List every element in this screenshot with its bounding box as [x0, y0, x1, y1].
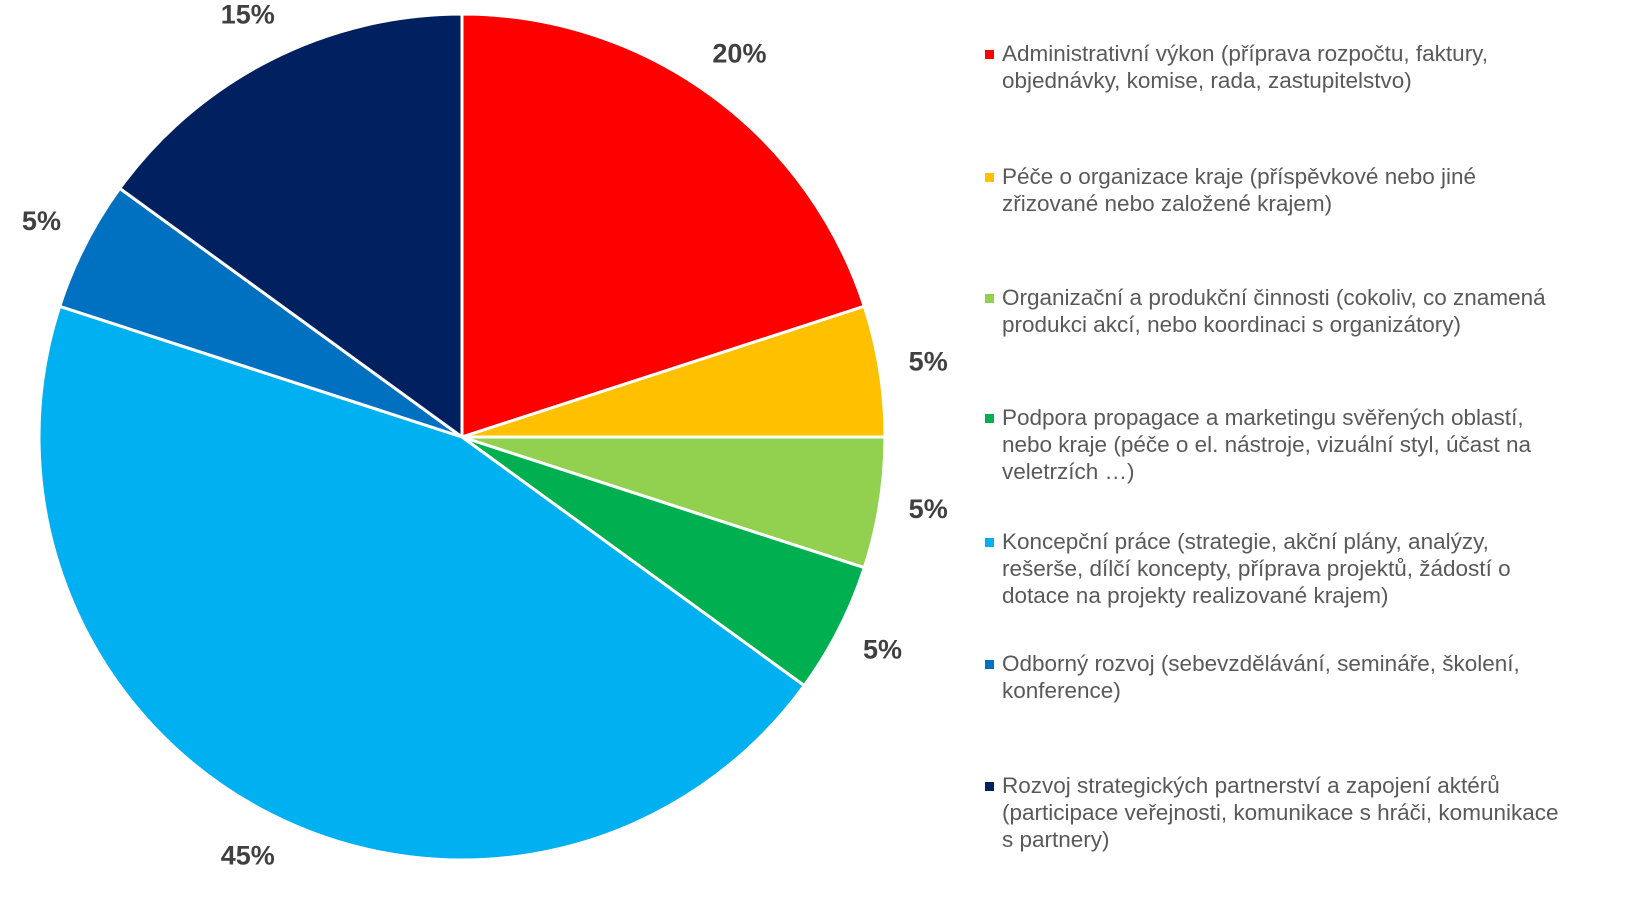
legend-swatch — [985, 414, 994, 423]
data-label: 5% — [909, 494, 948, 524]
legend-item: Odborný rozvoj (sebevzdělávání, semináře… — [985, 650, 1565, 704]
pie-slice — [37, 304, 807, 862]
legend-swatch — [985, 782, 994, 791]
data-label: 5% — [909, 346, 948, 376]
legend-swatch — [985, 660, 994, 669]
legend-item: Péče o organizace kraje (příspěvkové neb… — [985, 163, 1565, 217]
legend-item: Podpora propagace a marketingu svěřených… — [985, 404, 1565, 485]
legend-item: Koncepční práce (strategie, akční plány,… — [985, 528, 1565, 609]
legend-item: Rozvoj strategických partnerství a zapoj… — [985, 772, 1565, 853]
legend-swatch — [985, 173, 994, 182]
legend-swatch — [985, 50, 994, 59]
legend-item: Organizační a produkční činnosti (cokoli… — [985, 284, 1565, 338]
legend-label: Administrativní výkon (příprava rozpočtu… — [1002, 41, 1489, 93]
pie-slice — [117, 12, 464, 440]
data-label: 15% — [221, 0, 275, 30]
legend-label: Rozvoj strategických partnerství a zapoj… — [1002, 773, 1559, 852]
legend-swatch — [985, 538, 994, 547]
data-label: 5% — [22, 206, 61, 236]
pie-slice — [460, 12, 867, 440]
legend-label: Odborný rozvoj (sebevzdělávání, semináře… — [1002, 651, 1520, 703]
chart: 20% 5% 5% 5% 45% 5% 15% — [22, 0, 948, 871]
legend-label: Podpora propagace a marketingu svěřených… — [1002, 405, 1532, 484]
legend-label: Péče o organizace kraje (příspěvkové neb… — [1002, 164, 1477, 216]
data-label: 5% — [863, 634, 902, 664]
legend-item: Administrativní výkon (příprava rozpočtu… — [985, 40, 1565, 94]
legend-swatch — [985, 294, 994, 303]
legend-label: Organizační a produkční činnosti (cokoli… — [1002, 285, 1546, 337]
legend-label: Koncepční práce (strategie, akční plány,… — [1002, 529, 1511, 608]
data-label: 45% — [221, 841, 275, 871]
data-label: 20% — [712, 38, 766, 68]
